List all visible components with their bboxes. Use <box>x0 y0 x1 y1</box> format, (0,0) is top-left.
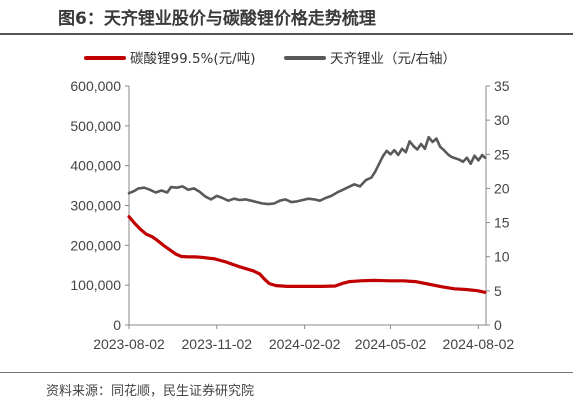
figure-header: 图6：天齐锂业股价与碳酸锂价格走势梳理 <box>0 0 573 34</box>
right-y-tick-label: 5 <box>494 283 502 299</box>
bottom-rule <box>0 372 573 373</box>
left-y-tick-label: 0 <box>113 317 121 333</box>
right-y-tick-label: 25 <box>494 146 510 162</box>
left-y-tick-label: 100,000 <box>70 277 121 293</box>
source-note: 资料来源：同花顺，民生证券研究院 <box>46 384 255 399</box>
legend: 碳酸锂99.5%(元/吨) 天齐锂业（元/右轴） <box>84 51 456 67</box>
series-line-stock-price <box>127 135 487 206</box>
right-y-tick-label: 35 <box>494 78 510 94</box>
series-line-lithium-carbonate-price <box>127 215 487 294</box>
axes: 0 100,000 200,000 300,000 400,000 500,000 600,… <box>70 78 514 352</box>
right-y-tick-label: 0 <box>494 317 502 333</box>
x-tick-label: 2024-08-02 <box>443 336 515 352</box>
legend-label-lithium-carbonate: 碳酸锂99.5%(元/吨) <box>130 51 255 67</box>
x-tick-label: 2024-05-02 <box>355 336 427 352</box>
right-y-tick-label: 30 <box>494 112 510 128</box>
right-y-tick-label: 10 <box>494 249 510 265</box>
right-y-tick-label: 20 <box>494 180 510 196</box>
title-rule <box>0 33 573 35</box>
right-y-tick-label: 15 <box>494 215 510 231</box>
x-tick-label: 2023-08-02 <box>93 336 165 352</box>
legend-label-stock-price: 天齐锂业（元/右轴） <box>330 51 456 67</box>
left-y-tick-label: 300,000 <box>70 198 121 214</box>
plot-area <box>127 135 487 294</box>
left-y-tick-label: 200,000 <box>70 237 121 253</box>
x-tick-label: 2023-11-02 <box>182 336 253 352</box>
left-y-tick-label: 600,000 <box>70 78 121 94</box>
left-y-tick-label: 500,000 <box>70 118 121 134</box>
left-y-tick-label: 400,000 <box>70 158 121 174</box>
x-tick-label: 2024-02-02 <box>269 336 341 352</box>
figure-title: 图6：天齐锂业股价与碳酸锂价格走势梳理 <box>58 9 376 29</box>
